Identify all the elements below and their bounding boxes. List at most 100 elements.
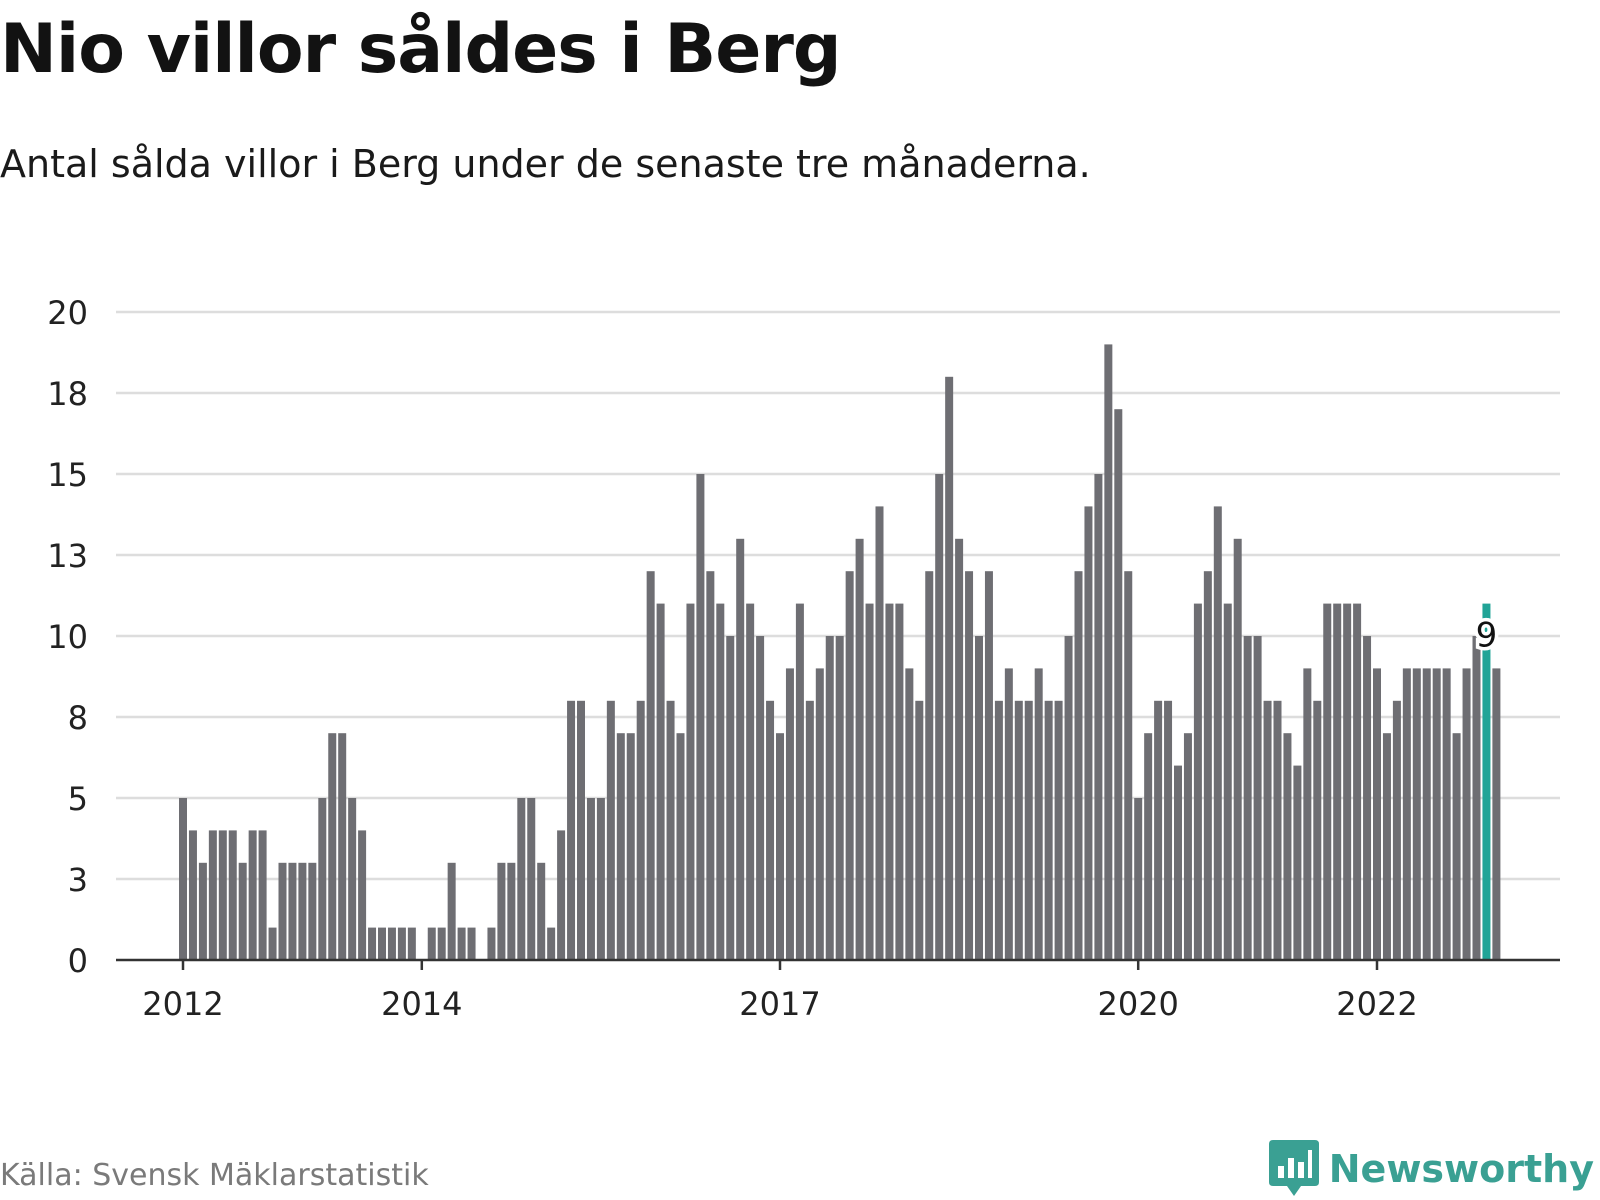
bar — [935, 474, 944, 960]
bar — [686, 603, 695, 960]
bar — [1174, 765, 1182, 960]
bar — [497, 862, 506, 960]
bar — [596, 798, 605, 960]
x-axis: 2012 2014 2017 2020 2022 — [116, 958, 1560, 1023]
bar — [994, 700, 1003, 960]
bars — [179, 344, 1501, 960]
bar — [577, 700, 585, 960]
bar — [785, 668, 794, 960]
bar — [437, 927, 446, 960]
bar — [1223, 603, 1232, 960]
bar — [606, 700, 615, 960]
bar — [666, 700, 675, 960]
bar — [865, 603, 874, 960]
bar — [1472, 636, 1481, 960]
bar — [537, 862, 546, 960]
bar — [1183, 733, 1192, 960]
bar — [616, 733, 625, 960]
bar — [228, 830, 237, 960]
bar — [198, 862, 207, 960]
bar — [736, 538, 745, 960]
bar — [1154, 700, 1163, 960]
bar — [1422, 668, 1431, 960]
brand[interactable]: Newsworthy — [1268, 1140, 1594, 1198]
brand-name: Newsworthy — [1328, 1147, 1594, 1191]
bar — [1492, 668, 1501, 960]
bar — [517, 798, 526, 960]
x-tick-label: 2014 — [381, 985, 462, 1023]
bar — [268, 927, 277, 960]
bar — [407, 927, 416, 960]
bar — [1094, 474, 1103, 960]
x-tick-label: 2017 — [739, 985, 820, 1023]
bar — [1343, 603, 1352, 960]
bar — [527, 798, 536, 960]
bar — [278, 862, 287, 960]
bar — [248, 830, 257, 960]
highlight-bar — [1482, 603, 1491, 960]
bar — [179, 798, 187, 960]
bar — [656, 603, 665, 960]
bar — [487, 927, 496, 960]
bar — [1104, 344, 1113, 960]
bar — [208, 830, 217, 960]
bar — [238, 862, 247, 960]
bar — [1412, 668, 1421, 960]
bar — [1144, 733, 1153, 960]
bar — [1064, 636, 1073, 960]
bar — [258, 830, 267, 960]
bar — [1004, 668, 1013, 960]
bar — [706, 571, 715, 960]
y-axis-labels: 0 3 5 8 10 13 15 18 20 — [47, 294, 88, 980]
bar — [646, 571, 655, 960]
bar — [1243, 636, 1252, 960]
y-tick-label: 20 — [47, 294, 88, 332]
bar — [1044, 700, 1053, 960]
bar — [795, 603, 804, 960]
bar — [1253, 636, 1262, 960]
bar — [885, 603, 894, 960]
bar — [965, 571, 974, 960]
bar — [776, 733, 784, 960]
bar — [368, 927, 377, 960]
bar — [308, 862, 317, 960]
bar — [805, 700, 814, 960]
bar — [915, 700, 924, 960]
bar — [358, 830, 367, 960]
newsworthy-logo-icon — [1268, 1140, 1319, 1196]
bar — [636, 700, 645, 960]
bar — [1114, 409, 1123, 960]
bar-chart: 0 3 5 8 10 13 15 18 20 2012 2014 2017 2020 2022 9 — [47, 294, 1560, 1023]
bar — [387, 927, 396, 960]
bar — [328, 733, 337, 960]
y-tick-label: 18 — [47, 375, 88, 413]
highlight-value-label: 9 — [1476, 615, 1498, 655]
bar — [1134, 798, 1143, 960]
bar — [378, 927, 386, 960]
x-tick-label: 2020 — [1097, 985, 1178, 1023]
bar — [188, 830, 197, 960]
bar — [567, 700, 576, 960]
y-tick-label: 5 — [68, 780, 88, 818]
bar — [716, 603, 725, 960]
bar — [338, 733, 347, 960]
bar — [1313, 700, 1322, 960]
source-note: Källa: Svensk Mäklarstatistik — [0, 1158, 429, 1193]
bar — [756, 636, 765, 960]
bar — [557, 830, 566, 960]
bar — [397, 927, 406, 960]
bar — [298, 862, 307, 960]
bar — [1193, 603, 1202, 960]
bar — [1363, 636, 1372, 960]
bar — [1233, 538, 1242, 960]
bar — [1034, 668, 1043, 960]
bar — [218, 830, 227, 960]
y-tick-label: 0 — [68, 942, 88, 980]
bar — [1373, 668, 1381, 960]
bar — [447, 862, 456, 960]
bar — [586, 798, 595, 960]
bar — [726, 636, 735, 960]
y-tick-label: 15 — [47, 456, 88, 494]
bar — [975, 636, 983, 960]
bar — [626, 733, 635, 960]
